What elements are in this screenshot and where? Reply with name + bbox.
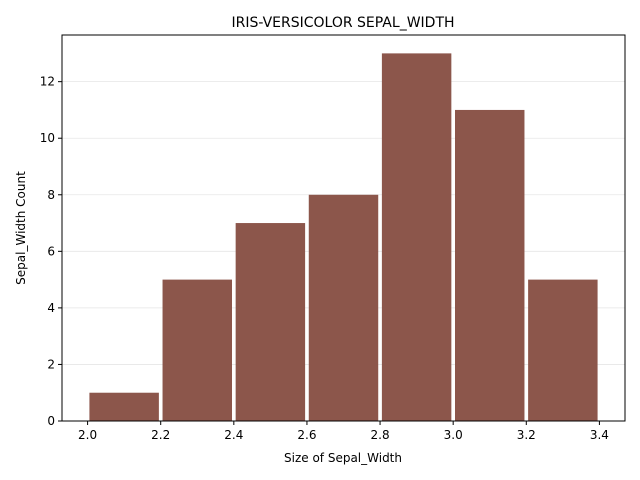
y-tick-label: 4 — [47, 301, 55, 315]
bar — [235, 223, 306, 421]
y-tick-label: 8 — [47, 188, 55, 202]
bar — [89, 392, 159, 421]
x-tick-label: 3.2 — [517, 428, 536, 442]
bar — [455, 109, 525, 421]
bar — [162, 279, 232, 421]
bar — [528, 279, 598, 421]
y-axis-label: Sepal_Width Count — [14, 171, 28, 285]
y-tick-label: 0 — [47, 414, 55, 428]
y-tick-label: 10 — [40, 131, 55, 145]
x-tick-label: 2.0 — [78, 428, 97, 442]
chart-title: IRIS-VERSICOLOR SEPAL_WIDTH — [231, 15, 454, 31]
y-tick-label: 6 — [47, 244, 55, 258]
y-tick-label: 2 — [47, 357, 55, 371]
x-tick-label: 2.6 — [297, 428, 316, 442]
x-tick-label: 2.8 — [371, 428, 390, 442]
x-tick-label: 3.0 — [444, 428, 463, 442]
x-tick-label: 2.4 — [224, 428, 243, 442]
x-axis-label: Size of Sepal_Width — [284, 451, 402, 465]
plot-frame — [61, 34, 626, 422]
y-tick-label: 12 — [40, 75, 55, 89]
x-tick-label: 2.2 — [151, 428, 170, 442]
bar — [308, 194, 379, 421]
bar — [381, 53, 452, 421]
x-tick-label: 3.4 — [590, 428, 609, 442]
